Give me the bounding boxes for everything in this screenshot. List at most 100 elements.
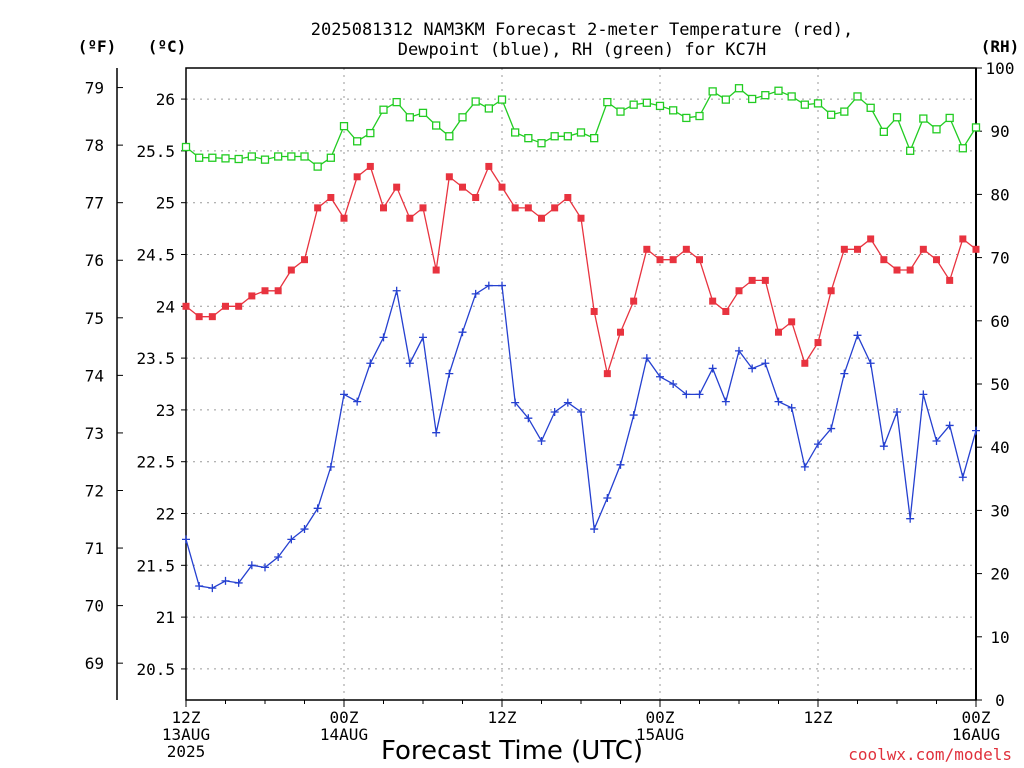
- dewpoint-point: [498, 281, 506, 290]
- temperature-point: [445, 173, 453, 181]
- temperature-point: [498, 183, 506, 191]
- fahrenheit-tick-label: 76: [85, 251, 104, 270]
- rh-point: [524, 134, 533, 143]
- dewpoint-point: [419, 333, 427, 342]
- dewpoint-point: [695, 390, 704, 399]
- temperature-point: [867, 235, 875, 243]
- fahrenheit-tick-label: 70: [85, 597, 104, 616]
- dewpoint-point: [906, 514, 915, 523]
- x-tick-label: 13AUG: [162, 725, 210, 744]
- dewpoint-point: [340, 390, 348, 399]
- dewpoint-point: [208, 584, 217, 593]
- series-lines: [181, 84, 981, 593]
- temperature-point: [906, 266, 914, 274]
- temperature-point: [669, 256, 677, 264]
- rh-point: [563, 132, 572, 141]
- temperature-point: [235, 302, 243, 310]
- temperature-point: [472, 194, 480, 202]
- dewpoint-point: [221, 576, 230, 585]
- temperature-point: [682, 245, 690, 253]
- dewpoint-point: [932, 436, 941, 445]
- temperature-point: [761, 276, 769, 284]
- rh-point: [445, 132, 454, 141]
- fahrenheit-tick-label: 77: [85, 194, 104, 213]
- chart-title-line-2: Dewpoint (blue), RH (green) for KC7H: [398, 40, 766, 60]
- dewpoint-point: [590, 525, 599, 534]
- temperature-point: [919, 245, 927, 253]
- temperature-point: [314, 204, 322, 212]
- dewpoint-point: [261, 563, 269, 572]
- celsius-tick-label: 26: [156, 90, 175, 109]
- temperature-point: [840, 245, 848, 253]
- fahrenheit-tick-label: 78: [85, 136, 104, 155]
- rh-unit-label: (RH): [981, 37, 1020, 56]
- rh-point: [484, 104, 493, 113]
- temperature-point: [511, 204, 519, 212]
- temperature-point: [538, 214, 545, 222]
- dewpoint-point: [853, 331, 862, 340]
- temperature-point: [748, 276, 756, 284]
- rh-point: [879, 127, 888, 136]
- temperature-point: [972, 245, 980, 253]
- grid-lines: [186, 68, 976, 700]
- temperature-point: [340, 214, 348, 222]
- rh-point: [366, 128, 375, 138]
- rh-point: [590, 134, 599, 143]
- chart-title-line-1: 2025081312 NAM3KM Forecast 2-meter Tempe…: [311, 20, 853, 40]
- temperature-point: [419, 204, 427, 212]
- dewpoint-point: [313, 504, 322, 513]
- chart-title: 2025081312 NAM3KM Forecast 2-meter Tempe…: [311, 20, 853, 60]
- dewpoint-point: [945, 421, 954, 430]
- dewpoint-point: [774, 397, 783, 406]
- rh-point: [287, 152, 296, 161]
- dewpoint-point: [972, 426, 980, 435]
- dewpoint-point: [682, 390, 691, 399]
- rh-point: [576, 128, 586, 137]
- rh-point: [655, 101, 665, 111]
- dewpoint-point: [353, 397, 362, 406]
- dewpoint-point: [484, 281, 493, 290]
- rh-point: [971, 123, 981, 132]
- temperature-point: [353, 173, 361, 181]
- temperature-point: [393, 183, 401, 191]
- dewpoint-point: [721, 397, 730, 406]
- rh-point: [932, 125, 941, 134]
- dewpoint-point: [629, 411, 638, 420]
- temperature-point: [827, 287, 835, 295]
- plot-frame: [185, 67, 977, 701]
- x-tick-label: 00Z: [646, 708, 675, 727]
- dewpoint-point: [919, 390, 928, 399]
- rh-tick-label: 50: [990, 375, 1009, 394]
- dewpoint-point: [524, 414, 533, 423]
- rh-point: [537, 139, 546, 148]
- rh-point: [379, 105, 388, 114]
- rh-point: [195, 153, 204, 162]
- dewpoint-point: [550, 407, 559, 416]
- rh-point: [432, 121, 441, 130]
- rh-tick-label: 0: [995, 691, 1005, 710]
- temperature-point: [459, 183, 466, 191]
- rh-point: [866, 103, 875, 112]
- temperature-point: [933, 256, 940, 264]
- temperature-point: [709, 297, 717, 305]
- dewpoint-point: [366, 359, 375, 368]
- celsius-tick-label: 24.5: [136, 245, 175, 264]
- rh-point: [511, 128, 520, 137]
- dewpoint-point: [827, 424, 836, 433]
- temperature-point: [630, 297, 638, 305]
- dewpoint-point: [471, 289, 480, 298]
- x-tick-label: 00Z: [962, 708, 991, 727]
- dewpoint-point: [616, 460, 625, 469]
- rh-point: [603, 97, 612, 107]
- celsius-tick-label: 25: [156, 194, 175, 213]
- temperature-point: [656, 256, 664, 264]
- dewpoint-point: [195, 582, 204, 591]
- rh-tick-label: 70: [990, 249, 1009, 268]
- temperature-point: [222, 302, 229, 310]
- rh-point: [471, 97, 480, 106]
- dewpoint-point: [274, 553, 283, 562]
- rh-point: [787, 92, 796, 101]
- temperature-point: [880, 256, 888, 264]
- celsius-tick-label: 24: [156, 297, 175, 316]
- rh-point: [708, 87, 717, 96]
